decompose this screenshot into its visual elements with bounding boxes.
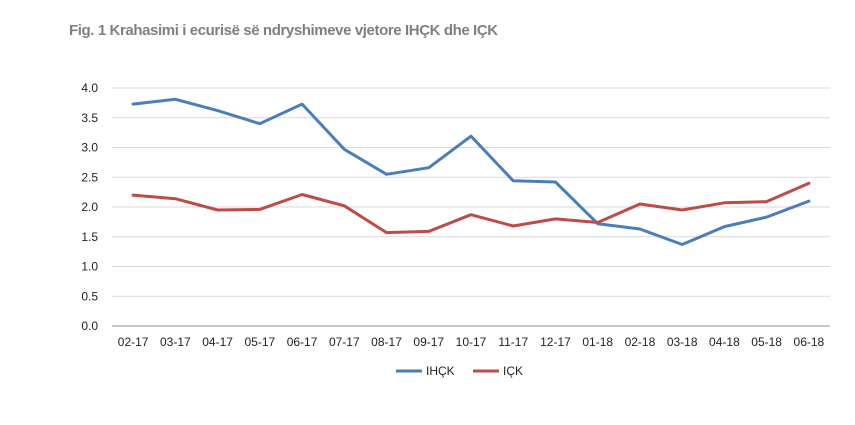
y-tick-label: 1.0 (81, 260, 98, 274)
y-tick-label: 4.0 (81, 81, 98, 95)
x-tick-label: 06-17 (287, 335, 318, 349)
x-tick-label: 02-18 (625, 335, 656, 349)
chart-title: Fig. 1 Krahasimi i ecurisë së ndryshimev… (69, 22, 498, 39)
x-tick-label: 10-17 (456, 335, 487, 349)
x-tick-label: 03-17 (160, 335, 191, 349)
x-tick-label: 09-17 (413, 335, 444, 349)
x-tick-label: 11-17 (498, 335, 528, 349)
x-tick-label: 02-17 (118, 335, 149, 349)
series-line-1 (131, 97, 811, 246)
y-tick-label: 1.5 (81, 230, 98, 244)
y-tick-label: 0.0 (81, 319, 98, 333)
x-tick-label: 04-17 (202, 335, 233, 349)
x-tick-label: 08-17 (371, 335, 402, 349)
x-tick-label: 06-18 (794, 335, 825, 349)
x-tick-label: 07-17 (329, 335, 360, 349)
y-tick-label: 2.5 (81, 170, 98, 184)
legend-label: IÇK (503, 364, 523, 378)
x-tick-label: 01-18 (582, 335, 613, 349)
legend-label: IHÇK (426, 364, 455, 378)
series-line-2 (131, 181, 811, 235)
y-tick-label: 3.0 (81, 141, 98, 155)
y-tick-label: 2.0 (81, 200, 98, 214)
x-tick-label: 05-17 (244, 335, 275, 349)
y-tick-label: 0.5 (81, 289, 98, 303)
x-tick-label: 05-18 (751, 335, 782, 349)
x-tick-label: 03-18 (667, 335, 698, 349)
x-tick-label: 04-18 (709, 335, 740, 349)
x-tick-label: 12-17 (540, 335, 571, 349)
y-tick-label: 3.5 (81, 111, 98, 125)
